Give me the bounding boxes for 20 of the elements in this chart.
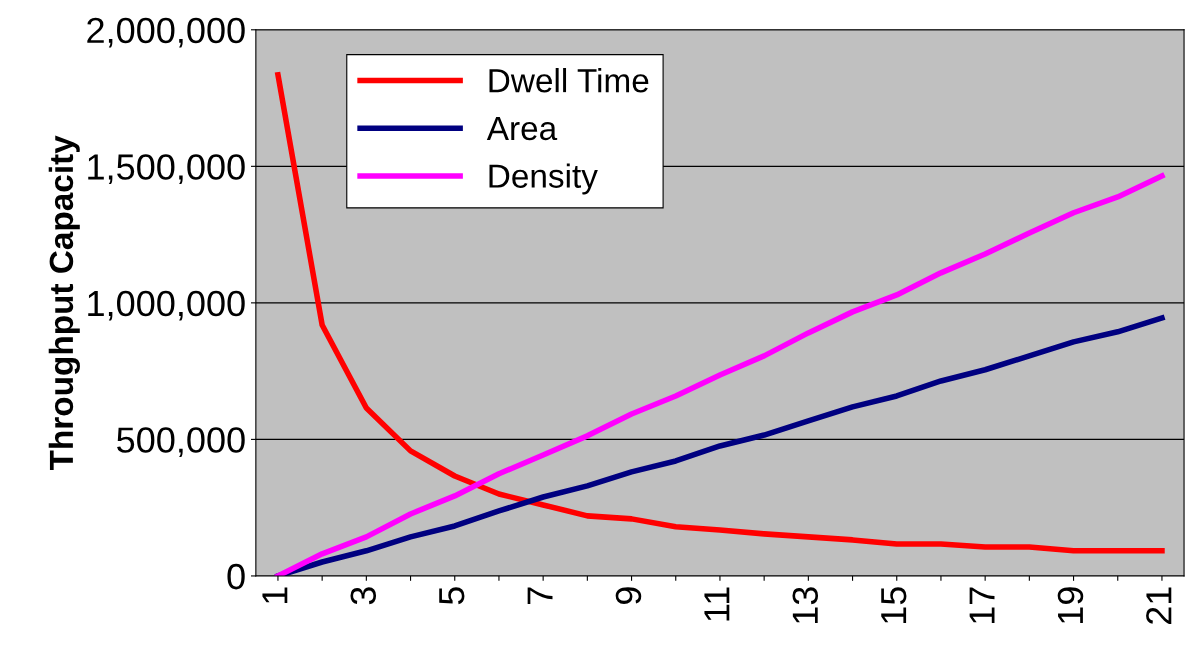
y-tick-label: 1,000,000	[88, 290, 245, 321]
x-tick-label: 21	[1146, 587, 1172, 625]
y-axis-title: Throughput Capacity	[48, 135, 80, 471]
x-tick-label: 1	[262, 587, 288, 603]
x-tick-label: 15	[881, 587, 907, 624]
y-tick-label: 0	[227, 563, 245, 590]
x-tick-label: 3	[350, 587, 377, 605]
legend-label: Dwell Time	[489, 67, 649, 93]
legend-label: Density	[489, 163, 598, 195]
x-tick-label: 17	[969, 587, 995, 624]
x-tick-label: 9	[615, 587, 642, 605]
x-tick-label: 19	[1057, 587, 1084, 624]
y-tick-label: 2,000,000	[87, 17, 245, 48]
x-tick-label: 7	[527, 587, 553, 604]
y-tick-label: 500,000	[117, 427, 245, 458]
y-tick-label: 1,500,000	[88, 154, 245, 185]
x-tick-label: 11	[704, 587, 730, 621]
x-tick-label: 5	[439, 587, 465, 605]
legend-label: Area	[486, 116, 558, 141]
x-tick-label: 13	[792, 587, 819, 624]
